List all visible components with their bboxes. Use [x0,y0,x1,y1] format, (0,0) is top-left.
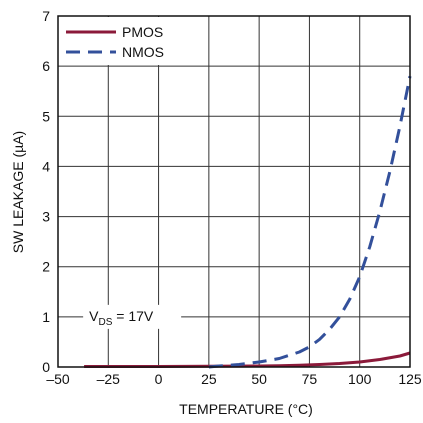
x-tick-label: 0 [155,371,163,387]
legend: PMOS NMOS [60,17,180,65]
legend-box [60,17,180,65]
legend-label-nmos: NMOS [122,44,164,60]
legend-label-pmos: PMOS [122,24,163,40]
x-axis-label: TEMPERATURE (°C) [179,401,313,417]
series-line-nmos [208,75,412,369]
y-tick-label: 0 [42,359,50,375]
y-axis-label: SW LEAKAGE (µA) [10,131,26,253]
y-tick-label: 2 [42,259,50,275]
tick-labels: –50 –25 0 25 50 75 100 125 0 1 2 3 4 5 6 7 [42,8,422,387]
x-tick-label: –50 [46,371,70,387]
x-tick-label: 50 [251,371,267,387]
vds-annotation: VDS = 17V [83,304,182,329]
x-tick-label: 25 [201,371,217,387]
y-tick-label: 1 [42,309,50,325]
x-tick-label: 125 [398,371,422,387]
plot-frame [57,15,411,368]
y-tick-label: 6 [42,58,50,74]
y-tick-label: 4 [42,158,50,174]
x-tick-label: 100 [348,371,372,387]
x-tick-label: –25 [97,371,121,387]
x-tick-label: 75 [302,371,318,387]
y-tick-label: 7 [42,8,50,24]
grid [58,16,410,367]
series-line-pmos [84,351,411,368]
frame-layer [57,15,411,368]
y-tick-label: 3 [42,209,50,225]
annotation-background [83,304,182,329]
annotation-text: VDS = 17V [89,308,154,328]
y-tick-label: 5 [42,108,50,124]
